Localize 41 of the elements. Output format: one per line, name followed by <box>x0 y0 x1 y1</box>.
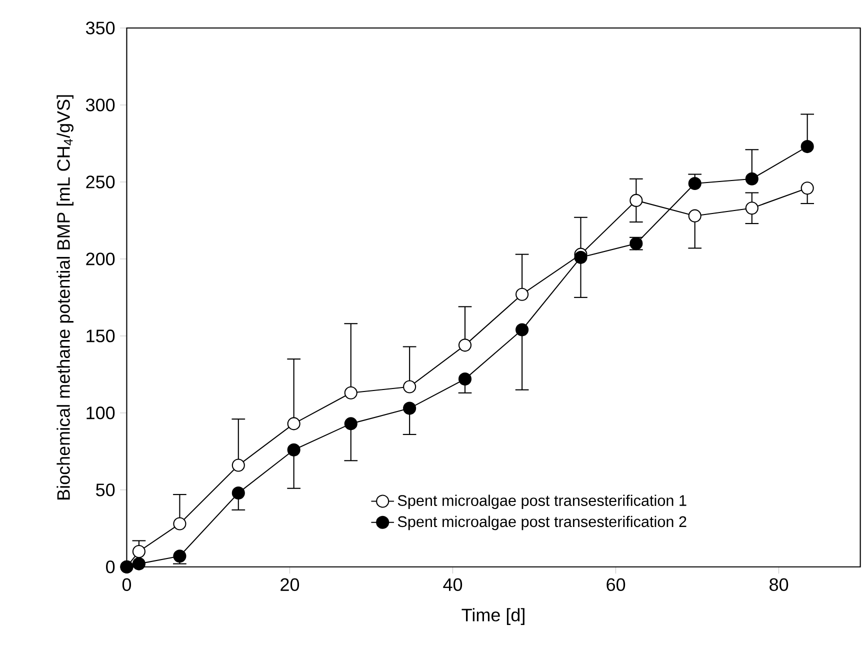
y-tick-label: 50 <box>96 484 115 496</box>
point <box>403 402 416 416</box>
point <box>344 417 358 430</box>
point <box>516 288 529 302</box>
point <box>574 251 588 264</box>
point <box>630 194 643 208</box>
point <box>516 323 529 337</box>
y-tick-label: 200 <box>86 252 115 266</box>
x-tick-label: 0 <box>122 578 132 592</box>
legend-label: Spent microalgae post transesterification 1 <box>398 494 686 510</box>
point <box>458 372 472 386</box>
x-tick-label: 60 <box>606 578 626 592</box>
point <box>745 172 758 186</box>
legend-label: Spent microalgae post transesterification 2 <box>398 516 686 530</box>
y-tick-label: 350 <box>86 22 115 35</box>
y-axis-title: Biochemical methane potential BMP [mL CH$_{4}$/gVS] <box>56 95 74 500</box>
point <box>403 380 416 394</box>
point <box>287 417 300 430</box>
point <box>688 210 702 223</box>
point <box>232 486 245 500</box>
point <box>287 444 300 457</box>
point <box>232 458 245 472</box>
point <box>800 140 814 154</box>
x-axis-title: Time [d] <box>462 608 524 626</box>
y-tick-label: 250 <box>86 176 115 189</box>
y-tick-label: 300 <box>86 98 115 112</box>
point <box>800 182 814 195</box>
x-tick-label: 20 <box>280 578 300 592</box>
x-tick-label: 40 <box>443 578 462 592</box>
point <box>344 386 358 400</box>
point <box>458 338 472 352</box>
point <box>173 517 186 531</box>
y-tick-label: 100 <box>86 406 115 420</box>
y-tick-label: 150 <box>86 330 115 342</box>
x-tick-label: 80 <box>770 578 788 592</box>
point <box>173 550 186 563</box>
y-tick-label: 0 <box>106 560 115 574</box>
point <box>132 557 146 571</box>
point <box>688 177 702 190</box>
point <box>132 545 146 558</box>
point <box>745 202 758 215</box>
